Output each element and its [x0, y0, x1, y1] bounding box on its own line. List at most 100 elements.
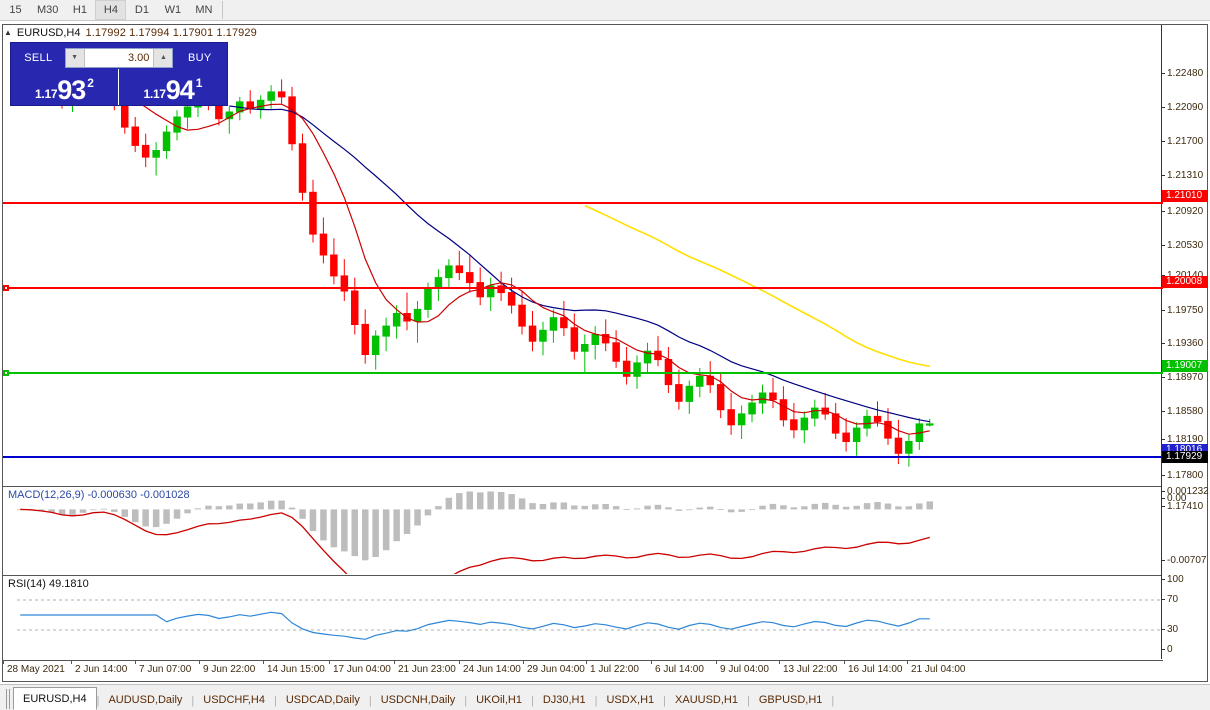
- level-line-support-green[interactable]: [3, 370, 1163, 376]
- price-tick: 1.17800: [1162, 470, 1208, 481]
- timeframe-h4[interactable]: H4: [95, 0, 127, 20]
- tab-divider: |: [191, 695, 195, 707]
- symbol-tab-usdchf[interactable]: USDCHF,H4: [203, 693, 265, 706]
- macd-axis-tick: 0.00: [1162, 493, 1208, 504]
- volume-input[interactable]: 3.00: [127, 51, 150, 64]
- level-line-resistance-1[interactable]: [3, 202, 1163, 204]
- time-tick: 1 Jul 22:00: [586, 660, 639, 675]
- time-tick: 29 Jun 04:00: [523, 660, 585, 675]
- macd-chart: [17, 491, 933, 574]
- time-tick: 24 Jun 14:00: [459, 660, 521, 675]
- timeframe-mn[interactable]: MN: [195, 4, 213, 16]
- level-handle[interactable]: [3, 370, 9, 376]
- tab-drag-handle[interactable]: [6, 689, 10, 709]
- macd-pane[interactable]: MACD(12,26,9) -0.000630 -0.001028: [3, 486, 1163, 574]
- time-tick: 13 Jul 22:00: [779, 660, 838, 675]
- level-line-resistance-2[interactable]: [3, 285, 1163, 291]
- buy-price-fraction: 1: [195, 76, 203, 90]
- sell-button[interactable]: SELL: [15, 47, 62, 68]
- time-tick: 28 May 2021: [3, 660, 65, 675]
- tab-divider: |: [368, 695, 372, 707]
- tab-divider: |: [663, 695, 667, 707]
- rsi-axis-tick: 100: [1162, 574, 1208, 585]
- rsi-pane[interactable]: RSI(14) 49.1810: [3, 575, 1163, 659]
- time-tick: 21 Jun 23:00: [394, 660, 456, 675]
- buy-price-prefix: 1.17: [143, 87, 166, 101]
- macd-label: MACD(12,26,9) -0.000630 -0.001028: [8, 489, 190, 501]
- chevron-down-icon[interactable]: ▼: [65, 48, 85, 67]
- price-tick: 1.18970: [1162, 372, 1208, 383]
- level-line-current-price[interactable]: [3, 456, 1163, 458]
- price-badge: 1.21010: [1162, 190, 1208, 202]
- price-tick: 1.19750: [1162, 305, 1208, 316]
- symbol-tab-audusd[interactable]: AUDUSD,Daily: [108, 693, 183, 706]
- chart-frame: MACD(12,26,9) -0.000630 -0.001028 RSI(14…: [2, 24, 1209, 682]
- timeframe-m30[interactable]: M30: [37, 4, 59, 16]
- tab-divider: |: [96, 695, 100, 707]
- price-tick: 1.22480: [1162, 68, 1208, 79]
- symbol-tab-usdcad[interactable]: USDCAD,Daily: [285, 693, 360, 706]
- buy-button[interactable]: BUY: [176, 47, 224, 68]
- price-tick: 1.17410: [1162, 501, 1208, 512]
- rsi-axis-tick: 0: [1162, 644, 1208, 655]
- time-tick: 14 Jun 15:00: [263, 660, 325, 675]
- symbol-name: EURUSD,H4: [16, 26, 81, 39]
- symbol-header: ▲ EURUSD,H4 1.17992 1.17994 1.17901 1.17…: [4, 26, 257, 39]
- tab-divider: |: [274, 695, 277, 707]
- rsi-axis-tick: 30: [1162, 624, 1208, 635]
- time-tick: 17 Jun 04:00: [329, 660, 391, 675]
- sell-price[interactable]: 1.17 93 2: [11, 69, 119, 105]
- symbol-tab-ukoil[interactable]: UKOil,H1: [476, 693, 522, 706]
- symbol-tab-usdx[interactable]: USDX,H1: [606, 693, 655, 706]
- chevron-up-icon[interactable]: ▲: [153, 48, 173, 67]
- one-click-trading-panel[interactable]: SELL ▼ 3.00 ▲ BUY 1.17 93 2 1.17 94 1: [10, 42, 228, 106]
- timeframe-m15[interactable]: 15: [9, 4, 22, 16]
- price-tick: 1.21700: [1162, 136, 1208, 147]
- symbol-ohlc: 1.17992 1.17994 1.17901 1.17929: [85, 26, 257, 39]
- price-tick: 1.18580: [1162, 406, 1208, 417]
- symbol-tab-gbpusd[interactable]: GBPUSD,H1: [758, 693, 823, 706]
- rsi-label: RSI(14) 49.1810: [8, 578, 89, 590]
- timeframe-d1[interactable]: D1: [134, 4, 149, 16]
- price-badge: 1.20008: [1162, 276, 1208, 288]
- price-tick: 1.20920: [1162, 206, 1208, 217]
- tab-divider: |: [464, 695, 468, 707]
- level-handle[interactable]: [3, 285, 9, 291]
- macd-axis-tick: 0.001232: [1162, 486, 1209, 497]
- buy-price[interactable]: 1.17 94 1: [119, 69, 227, 105]
- timeframe-w1[interactable]: W1: [164, 4, 182, 16]
- tab-divider: |: [831, 695, 835, 707]
- time-tick: 6 Jul 14:00: [651, 660, 704, 675]
- trade-controls-row: SELL ▼ 3.00 ▲ BUY: [11, 43, 227, 69]
- price-axis[interactable]: 1.22480 1.22090 1.21700 1.21310 1.20920 1.205…: [1161, 25, 1209, 659]
- up-triangle-icon: ▲: [4, 28, 12, 37]
- price-badge: 1.17929: [1162, 451, 1208, 463]
- symbol-tab-xauusd[interactable]: XAUUSD,H1: [675, 693, 738, 706]
- time-tick: 9 Jul 04:00: [716, 660, 769, 675]
- sell-price-fraction: 2: [87, 76, 94, 90]
- price-badge: 1.19007: [1162, 360, 1208, 372]
- buy-price-big: 94: [165, 75, 195, 105]
- price-tick: 1.21310: [1162, 170, 1208, 181]
- sell-price-prefix: 1.17: [35, 87, 58, 101]
- time-tick: 2 Jun 14:00: [70, 660, 128, 675]
- tab-divider: |: [530, 695, 534, 707]
- symbol-tab-bar: EURUSD,H4 | AUDUSD,Daily | USDCHF,H4 | USDCAD,…: [0, 684, 1210, 710]
- timeframe-toolbar: 15 M30 H1 H4 D1 W1 MN: [0, 0, 1210, 21]
- sell-price-big: 93: [57, 75, 86, 105]
- rsi-axis-tick: 70: [1162, 594, 1208, 605]
- time-tick: 16 Jul 14:00: [844, 660, 903, 675]
- symbol-tab-eurusd[interactable]: EURUSD,H4: [13, 687, 97, 710]
- timeframe-h1[interactable]: H1: [72, 4, 87, 16]
- time-tick: 21 Jul 04:00: [907, 660, 966, 675]
- volume-stepper[interactable]: ▼ 3.00 ▲: [64, 47, 174, 68]
- price-tick: 1.22090: [1162, 102, 1208, 113]
- tab-divider: |: [594, 695, 598, 707]
- toolbar-divider: [222, 1, 224, 19]
- tab-divider: |: [746, 695, 750, 707]
- time-tick: 7 Jun 07:00: [134, 660, 192, 675]
- macd-axis-tick: -0.00707: [1162, 555, 1208, 566]
- trade-prices-row: 1.17 93 2 1.17 94 1: [11, 69, 227, 105]
- symbol-tab-dj30[interactable]: DJ30,H1: [542, 693, 586, 706]
- symbol-tab-usdcnh[interactable]: USDCNH,Daily: [380, 693, 456, 706]
